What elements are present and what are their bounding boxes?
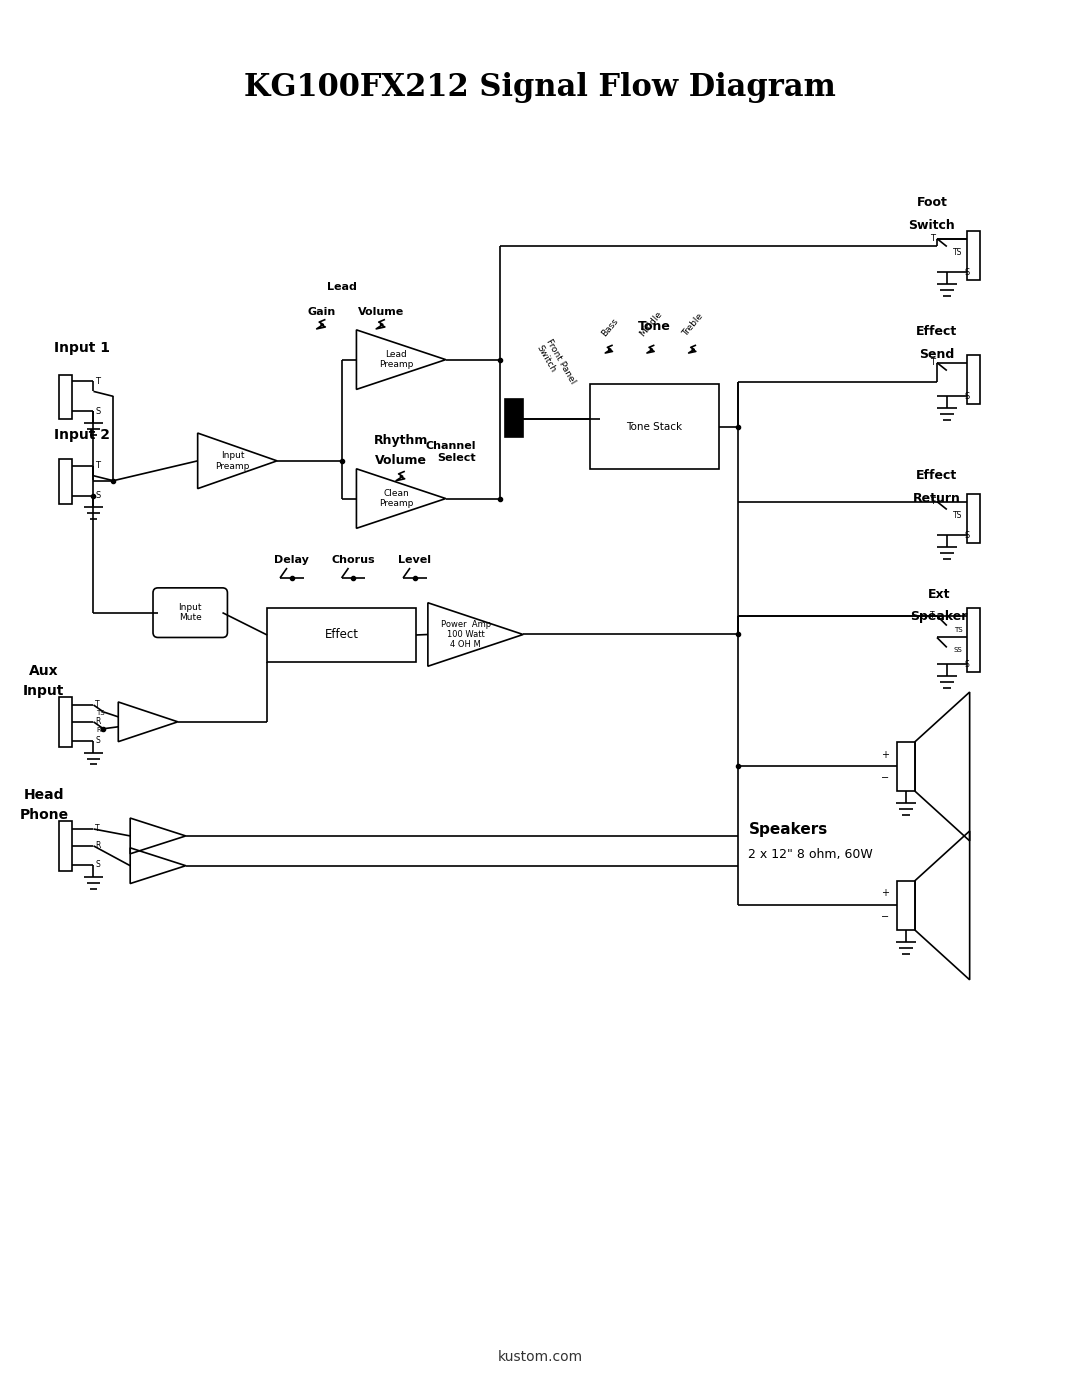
Text: Speakers: Speakers xyxy=(748,821,827,837)
Text: Phone: Phone xyxy=(19,807,68,821)
Text: Input: Input xyxy=(23,685,65,698)
Text: Rhythm: Rhythm xyxy=(374,434,429,447)
Text: T: T xyxy=(930,358,935,367)
Text: Speaker: Speaker xyxy=(910,609,968,623)
Bar xyxy=(967,608,980,672)
Text: Delay: Delay xyxy=(274,555,309,564)
Text: Lead
Preamp: Lead Preamp xyxy=(379,349,414,369)
Text: Power  Amp
100 Watt
4 OH M: Power Amp 100 Watt 4 OH M xyxy=(441,620,490,650)
Text: TS: TS xyxy=(954,626,962,633)
Text: RS: RS xyxy=(96,726,106,733)
Text: S: S xyxy=(95,861,100,869)
Text: Send: Send xyxy=(919,348,955,360)
Text: Input
Preamp: Input Preamp xyxy=(215,451,249,471)
Text: T: T xyxy=(930,610,935,620)
Bar xyxy=(58,821,71,870)
Text: Return: Return xyxy=(913,492,961,504)
Bar xyxy=(58,697,71,746)
Text: S: S xyxy=(95,736,100,745)
Text: Ext: Ext xyxy=(928,588,950,601)
Text: Lead: Lead xyxy=(326,282,356,292)
Text: Switch: Switch xyxy=(908,219,956,232)
Bar xyxy=(267,608,416,662)
Text: +: + xyxy=(881,750,889,760)
Bar xyxy=(58,374,71,419)
Text: Level: Level xyxy=(399,555,432,564)
Bar xyxy=(967,355,980,404)
Text: T: T xyxy=(95,461,100,471)
Text: 2 x 12" 8 ohm, 60W: 2 x 12" 8 ohm, 60W xyxy=(748,848,873,861)
Text: TS: TS xyxy=(954,249,962,257)
Bar xyxy=(967,493,980,543)
Text: Bass: Bass xyxy=(599,316,620,338)
Text: Volume: Volume xyxy=(359,307,404,317)
Text: Tone: Tone xyxy=(637,320,671,332)
Text: Treble: Treble xyxy=(680,312,705,338)
Text: T: T xyxy=(95,700,100,710)
Text: S: S xyxy=(95,492,100,500)
Text: −: − xyxy=(881,912,889,922)
Text: Aux: Aux xyxy=(29,664,58,678)
Text: T: T xyxy=(930,235,935,243)
Bar xyxy=(897,742,915,791)
Bar xyxy=(505,400,523,437)
Text: +: + xyxy=(881,888,889,898)
Text: Head: Head xyxy=(24,788,64,802)
Text: Input
Mute: Input Mute xyxy=(178,604,202,623)
Text: Chorus: Chorus xyxy=(332,555,375,564)
Text: Front Panel
Switch: Front Panel Switch xyxy=(535,338,577,391)
Text: Effect: Effect xyxy=(916,469,958,482)
Text: R: R xyxy=(95,717,100,726)
Bar xyxy=(967,231,980,281)
Text: S: S xyxy=(964,391,970,401)
Text: TS: TS xyxy=(96,710,105,715)
Text: Middle: Middle xyxy=(638,309,664,338)
Text: kustom.com: kustom.com xyxy=(498,1350,582,1363)
Text: Effect: Effect xyxy=(916,326,958,338)
Bar xyxy=(897,880,915,930)
Text: S: S xyxy=(964,531,970,539)
Text: Gain: Gain xyxy=(308,307,336,317)
Text: Tone Stack: Tone Stack xyxy=(626,422,683,432)
Text: Channel
Select: Channel Select xyxy=(426,441,475,462)
Text: Foot: Foot xyxy=(917,196,947,208)
Text: R: R xyxy=(95,841,100,851)
Bar xyxy=(58,458,71,503)
Text: Clean
Preamp: Clean Preamp xyxy=(379,489,414,509)
Text: SS: SS xyxy=(954,647,962,654)
Text: Input 2: Input 2 xyxy=(54,427,110,441)
Text: T: T xyxy=(95,824,100,834)
Text: KG100FX212 Signal Flow Diagram: KG100FX212 Signal Flow Diagram xyxy=(244,71,836,103)
Text: T: T xyxy=(95,377,100,386)
Text: Volume: Volume xyxy=(375,454,427,467)
Text: Effect: Effect xyxy=(325,629,359,641)
Text: TS: TS xyxy=(954,511,962,520)
Text: T: T xyxy=(930,497,935,506)
Text: S: S xyxy=(95,407,100,416)
Text: −: − xyxy=(881,774,889,784)
Bar xyxy=(590,384,718,469)
Text: S: S xyxy=(964,268,970,277)
Text: S: S xyxy=(964,659,970,669)
Text: Input 1: Input 1 xyxy=(54,341,110,355)
